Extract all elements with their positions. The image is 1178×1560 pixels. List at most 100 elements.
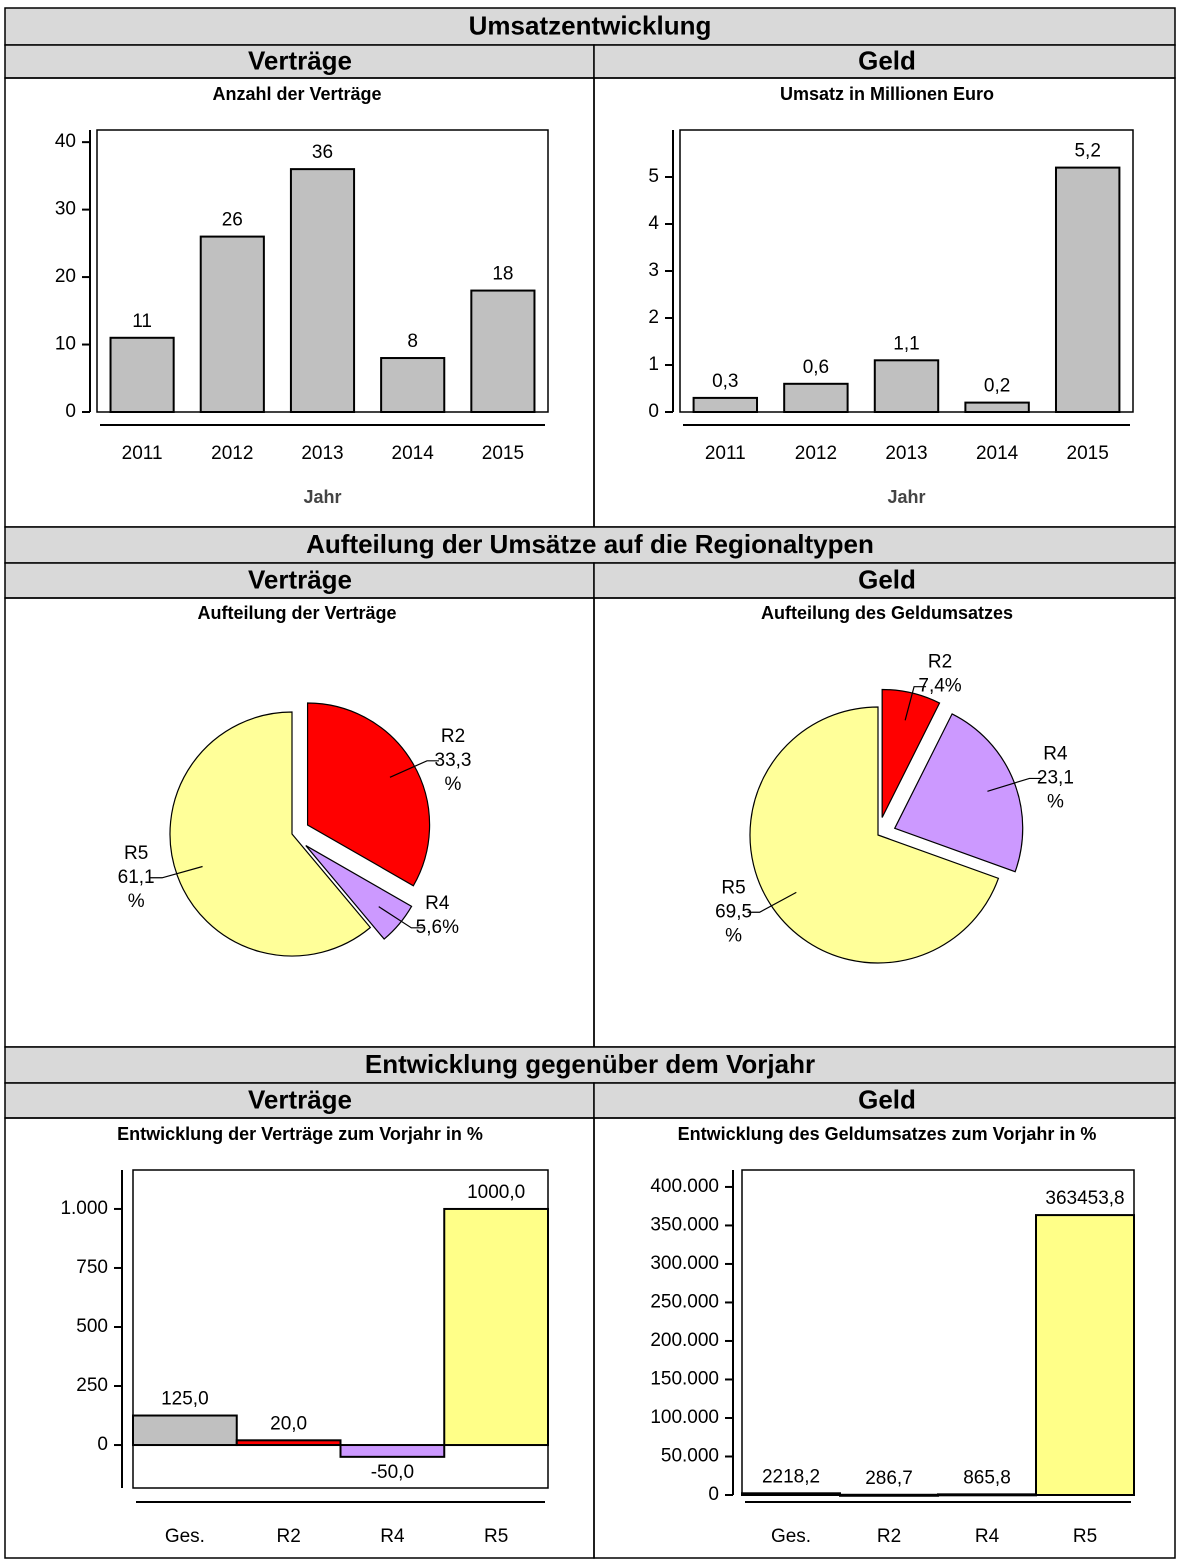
slice-category: R4 — [425, 893, 450, 914]
bar — [289, 168, 356, 413]
value-label: 18 — [492, 264, 513, 285]
x-tick-label: 2011 — [122, 443, 163, 464]
value-label: 1000,0 — [467, 1182, 525, 1203]
x-tick-label: R4 — [975, 1526, 1000, 1547]
section-header — [4, 7, 1176, 46]
x-tick-label: 2015 — [482, 443, 524, 464]
slice-value-label: 7,4% — [918, 676, 961, 697]
slice-category: R2 — [928, 652, 952, 673]
column-title: Verträge — [248, 1084, 352, 1114]
x-tick-label: R5 — [1073, 1526, 1097, 1547]
slice-value-label: 5,6% — [416, 917, 459, 938]
pie-slice — [169, 711, 372, 957]
value-label: 0,6 — [803, 357, 829, 378]
y-tick-label: 100.000 — [650, 1407, 719, 1428]
x-tick-label: 2012 — [795, 443, 837, 464]
x-tick-label: 2015 — [1067, 443, 1109, 464]
y-tick-label: 20 — [55, 266, 76, 287]
bar — [339, 1444, 446, 1458]
y-tick-label: 1 — [648, 354, 659, 375]
bar — [132, 1414, 238, 1447]
chart-title: Umsatz in Millionen Euro — [780, 84, 994, 104]
y-tick-label: 350.000 — [650, 1214, 719, 1235]
value-label: -50,0 — [371, 1462, 414, 1483]
column-header — [593, 562, 1176, 599]
x-tick-label: R5 — [484, 1526, 508, 1547]
y-tick-label: 0 — [97, 1434, 108, 1455]
value-label: 36 — [312, 142, 333, 163]
x-tick-label: 2014 — [976, 443, 1019, 464]
pie-slice — [749, 706, 1000, 964]
y-tick-label: 0 — [65, 401, 76, 422]
y-tick-label: 200.000 — [650, 1330, 719, 1351]
y-tick-label: 30 — [55, 199, 76, 220]
section-title: Aufteilung der Umsätze auf die Regionalt… — [306, 529, 874, 559]
value-label: 0,2 — [984, 376, 1010, 397]
chart-title: Aufteilung des Geldumsatzes — [761, 603, 1013, 623]
section-title: Umsatzentwicklung — [469, 10, 712, 40]
bar — [235, 1439, 342, 1447]
y-tick-label: 5 — [648, 166, 659, 187]
y-tick-label: 500 — [76, 1316, 108, 1337]
y-tick-label: 40 — [55, 131, 76, 152]
y-tick-label: 250.000 — [650, 1291, 719, 1312]
leader-line — [389, 760, 440, 778]
x-axis-label: Jahr — [303, 487, 341, 507]
x-tick-label: Ges. — [165, 1526, 205, 1547]
y-tick-label: 2 — [648, 307, 659, 328]
x-tick-label: R4 — [380, 1526, 405, 1547]
bar — [1035, 1214, 1135, 1496]
value-label: 363453,8 — [1045, 1188, 1124, 1209]
bar — [741, 1492, 841, 1496]
value-label: 26 — [222, 210, 243, 231]
y-tick-label: 150.000 — [650, 1368, 719, 1389]
bar — [873, 359, 940, 413]
section-title: Entwicklung gegenüber dem Vorjahr — [365, 1049, 815, 1079]
x-tick-label: 2011 — [705, 443, 746, 464]
slice-category: R2 — [441, 726, 465, 747]
section-header — [4, 526, 1176, 564]
y-tick-label: 4 — [648, 213, 659, 234]
y-tick-label: 0 — [648, 401, 659, 422]
column-title: Geld — [858, 45, 916, 75]
bar — [443, 1207, 549, 1447]
value-label: 125,0 — [161, 1389, 209, 1410]
value-label: 286,7 — [865, 1468, 913, 1489]
column-title: Verträge — [248, 45, 352, 75]
y-tick-label: 250 — [76, 1375, 108, 1396]
leader-line — [987, 777, 1042, 792]
pie-slice — [306, 702, 431, 887]
pie-slice — [305, 845, 413, 940]
slice-category: R5 — [124, 843, 148, 864]
slice-value-label: 69,5% — [715, 901, 752, 946]
y-tick-label: 0 — [708, 1484, 719, 1505]
chart-cell — [593, 597, 1176, 1048]
bar — [783, 382, 849, 413]
x-tick-label: R2 — [877, 1526, 901, 1547]
x-tick-label: 2013 — [301, 443, 343, 464]
value-label: 11 — [132, 311, 152, 332]
y-tick-label: 10 — [55, 334, 76, 355]
column-header — [593, 1082, 1176, 1119]
value-label: 2218,2 — [762, 1466, 820, 1487]
chart-title: Entwicklung des Geldumsatzes zum Vorjahr… — [678, 1124, 1097, 1144]
leader-line — [904, 686, 927, 721]
slice-value-label: 23,1% — [1037, 767, 1074, 812]
pie-slice — [881, 688, 941, 818]
y-tick-label: 3 — [648, 260, 659, 281]
leader-line — [378, 906, 424, 929]
pie-slice — [893, 713, 1024, 873]
bar — [937, 1493, 1037, 1497]
bar — [199, 235, 265, 413]
bar — [109, 336, 175, 413]
x-tick-label: Ges. — [771, 1526, 811, 1547]
chart-title: Anzahl der Verträge — [212, 84, 381, 104]
y-tick-label: 1.000 — [60, 1198, 108, 1219]
y-tick-label: 400.000 — [650, 1176, 719, 1197]
value-label: 20,0 — [270, 1413, 307, 1434]
value-label: 1,1 — [893, 333, 919, 354]
slice-category: R4 — [1043, 743, 1068, 764]
y-tick-label: 750 — [76, 1257, 108, 1278]
bar — [964, 401, 1030, 414]
value-label: 0,3 — [712, 371, 738, 392]
